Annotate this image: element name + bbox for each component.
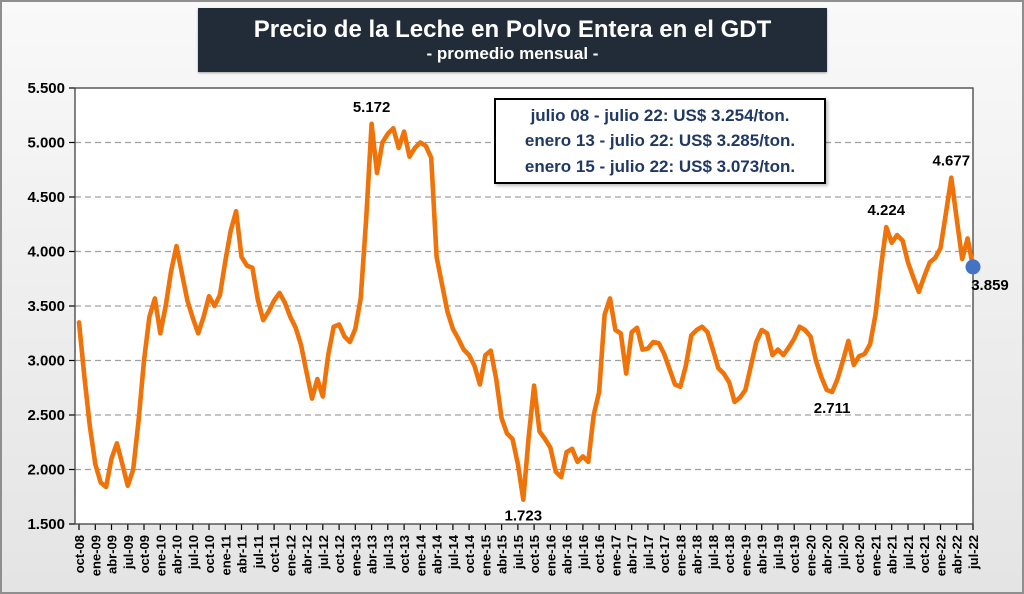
data-label-3.859: 3.859 [971,277,1009,294]
x-tick-label: ene-22 [934,535,949,576]
y-tick-label: 3.000 [27,353,65,370]
x-tick-label: jul-19 [771,535,786,570]
x-tick-label: oct-12 [332,535,347,573]
x-tick-label: oct-17 [657,535,672,573]
x-tick-label: oct-09 [137,535,152,573]
x-tick-label: jul-20 [836,535,851,570]
x-tick-label: jul-10 [186,535,201,570]
x-tick-label: ene-14 [413,534,428,576]
x-tick-label: oct-08 [72,535,87,573]
title-banner: Precio de la Leche en Polvo Entera en el… [198,8,827,72]
x-tick-label: ene-21 [869,535,884,576]
x-tick-label: jul-09 [121,535,136,570]
x-tick-label: jul-17 [641,535,656,570]
x-tick-label: ene-13 [348,535,363,576]
stats-line-3: enero 15 - julio 22: US$ 3.073/ton. [524,156,796,176]
x-tick-label: jul-12 [316,535,331,570]
x-tick-label: ene-17 [608,535,623,576]
plot-border [74,87,974,525]
x-tick-label: oct-18 [722,535,737,573]
x-tick-label: abr-22 [950,535,965,574]
x-tick-label: abr-13 [365,535,380,574]
latest-point-marker [965,259,981,275]
x-tick-label: oct-10 [202,535,217,573]
stats-line-2: enero 13 - julio 22: US$ 3.285/ton. [524,131,796,151]
y-tick-label: 1.500 [27,516,65,533]
x-tick-label: oct-14 [462,534,477,573]
y-tick-label: 4.000 [27,244,65,261]
data-label-5.172: 5.172 [353,99,391,116]
x-tick-label: jul-11 [251,535,266,569]
average-price-stats-box: julio 08 - julio 22: US$ 3.254/ton. ener… [494,98,826,184]
x-tick-label: oct-21 [917,535,932,573]
data-label-4.224: 4.224 [868,202,906,219]
x-tick-label: oct-20 [852,535,867,573]
x-tick-label: jul-13 [381,535,396,570]
price-line [76,121,976,503]
x-tick-label: abr-18 [690,535,705,574]
x-tick-label: abr-19 [755,535,770,574]
x-tick-label: ene-09 [88,535,103,576]
data-label-4.677: 4.677 [933,153,971,170]
x-tick-label: jul-22 [966,535,981,570]
page-subtitle: - promedio mensual - [426,43,599,63]
y-tick-label: 2.500 [27,407,65,424]
x-tick-label: oct-11 [267,535,282,573]
x-tick-label: jul-21 [901,535,916,570]
x-tick-label: abr-15 [495,535,510,574]
x-tick-label: abr-20 [820,535,835,574]
stats-line-1: julio 08 - julio 22: US$ 3.254/ton. [530,105,790,125]
x-tick-label: abr-10 [170,535,185,574]
y-tick-label: 5.000 [27,135,65,152]
page-title: Precio de la Leche en Polvo Entera en el… [253,16,772,43]
x-tick-label: ene-11 [218,535,233,575]
y-tick-label: 2.000 [27,462,65,479]
x-tick-label: abr-09 [105,535,120,574]
x-tick-label: ene-18 [673,535,688,576]
x-tick-label: oct-19 [787,535,802,573]
x-tick-label: abr-21 [885,535,900,574]
x-tick-label: oct-15 [527,535,542,573]
x-tick-label: oct-13 [397,535,412,573]
data-label-2.711: 2.711 [814,400,851,417]
x-tick-label: jul-14 [446,534,461,570]
x-tick-label: abr-14 [430,534,445,574]
x-tick-label: jul-18 [706,535,721,570]
y-tick-label: 4.500 [27,189,65,206]
x-tick-label: ene-10 [153,535,168,576]
x-tick-label: ene-19 [738,535,753,576]
data-label-1.723: 1.723 [505,508,543,525]
x-tick-label: abr-16 [560,535,575,574]
x-tick-label: jul-16 [576,535,591,570]
x-tick-label: abr-17 [625,535,640,574]
x-tick-label: abr-12 [300,535,315,574]
x-tick-label: ene-12 [283,535,298,576]
x-tick-label: ene-16 [543,535,558,576]
x-tick-label: oct-16 [592,535,607,573]
x-tick-label: jul-15 [511,535,526,570]
y-tick-label: 5.500 [27,80,65,97]
x-tick-label: ene-15 [478,535,493,576]
x-tick-label: abr-11 [235,535,250,573]
x-tick-label: ene-20 [804,535,819,576]
y-tick-label: 3.500 [27,298,65,315]
